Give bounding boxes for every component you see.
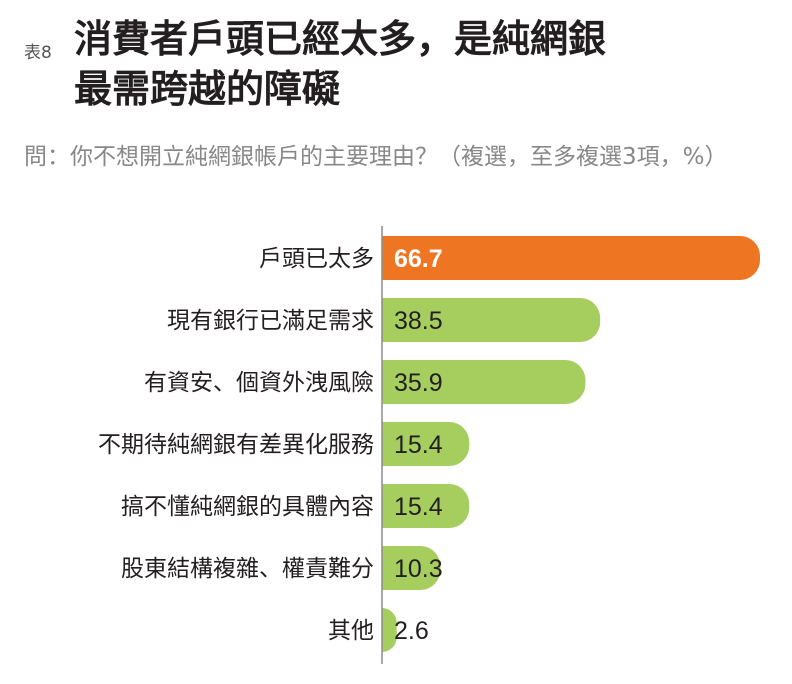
value-label-5: 15.4 xyxy=(394,493,443,521)
value-label-3: 35.9 xyxy=(394,369,443,397)
category-label-3: 有資安、個資外洩風險 xyxy=(144,370,374,396)
category-label-1: 戶頭已太多 xyxy=(259,246,374,272)
bar-5 xyxy=(382,484,470,528)
value-label-1: 66.7 xyxy=(394,245,443,273)
category-label-5: 搞不懂純網銀的具體內容 xyxy=(121,494,374,520)
category-label-7: 其他 xyxy=(328,618,374,644)
value-label-2: 38.5 xyxy=(394,307,443,335)
bar-1 xyxy=(382,236,760,280)
bar-6 xyxy=(382,546,441,590)
bar-2 xyxy=(382,298,601,342)
survey-question: 問：你不想開立純網銀帳戶的主要理由？（複選，至多複選3項，%） xyxy=(24,144,728,170)
title-line-1: 消費者戶頭已經太多，是純網銀 xyxy=(74,17,607,61)
category-label-2: 現有銀行已滿足需求 xyxy=(167,308,374,334)
value-label-7: 2.6 xyxy=(394,617,429,645)
bar-7 xyxy=(382,608,397,652)
bar-3 xyxy=(382,360,586,404)
title-line-2: 最需跨越的障礙 xyxy=(74,67,341,111)
category-label-4: 不期待純網銀有差異化服務 xyxy=(98,432,374,458)
value-label-6: 10.3 xyxy=(394,555,443,583)
table-number: 表8 xyxy=(24,43,52,63)
chart-title: 消費者戶頭已經太多，是純網銀 最需跨越的障礙 xyxy=(74,14,606,114)
value-label-4: 15.4 xyxy=(394,431,443,459)
category-label-6: 股東結構複雜、權責難分 xyxy=(121,556,374,582)
bar-4 xyxy=(382,422,470,466)
